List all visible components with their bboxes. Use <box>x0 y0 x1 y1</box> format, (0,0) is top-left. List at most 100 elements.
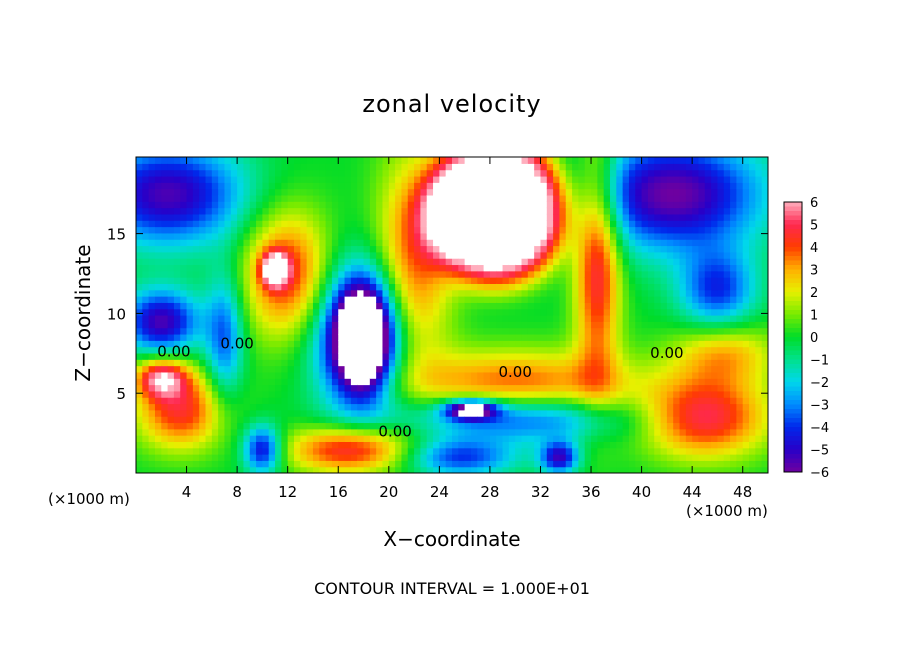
field-cell <box>420 258 428 266</box>
field-cell <box>445 302 453 310</box>
field-cell <box>281 245 289 253</box>
field-cell <box>268 175 276 183</box>
field-cell <box>142 270 150 278</box>
field-cell <box>616 390 624 398</box>
field-cell <box>698 245 706 253</box>
field-cell <box>534 435 542 442</box>
field-cell <box>319 258 327 266</box>
field-cell <box>300 308 308 316</box>
field-cell <box>338 308 346 316</box>
field-cell <box>559 460 567 468</box>
field-cell <box>281 384 289 392</box>
field-cell <box>616 384 624 392</box>
field-cell <box>294 175 301 183</box>
field-cell <box>546 346 554 354</box>
field-cell <box>458 403 466 411</box>
field-cell <box>704 251 712 259</box>
field-cell <box>483 321 491 329</box>
field-cell <box>464 466 472 473</box>
field-cell <box>382 359 390 367</box>
field-cell <box>319 232 327 240</box>
field-cell <box>154 157 162 164</box>
field-cell <box>736 403 744 411</box>
field-cell <box>331 201 339 209</box>
field-cell <box>281 327 289 335</box>
field-cell <box>300 466 308 473</box>
field-cell <box>395 258 403 266</box>
field-cell <box>628 308 636 316</box>
field-cell <box>369 296 377 303</box>
field-cell <box>578 296 586 303</box>
field-cell <box>414 188 421 196</box>
field-cell <box>294 422 301 430</box>
field-cell <box>578 340 586 348</box>
field-cell <box>698 296 706 303</box>
field-cell <box>173 340 181 348</box>
field-cell <box>357 239 365 247</box>
field-cell <box>173 201 181 209</box>
field-cell <box>331 226 339 234</box>
field-cell <box>730 289 737 297</box>
field-cell <box>660 302 668 310</box>
field-cell <box>673 428 681 436</box>
field-cell <box>534 201 542 209</box>
field-cell <box>559 352 567 360</box>
field-cell <box>464 232 472 240</box>
field-cell <box>395 397 403 405</box>
field-cell <box>603 466 611 473</box>
field-cell <box>319 296 327 303</box>
field-cell <box>578 239 586 247</box>
field-cell <box>445 220 453 228</box>
field-cell <box>167 264 175 272</box>
field-cell <box>420 333 428 341</box>
field-cell <box>319 359 327 367</box>
field-cell <box>723 201 731 209</box>
field-cell <box>489 207 497 215</box>
field-cell <box>515 428 523 436</box>
field-cell <box>414 378 421 386</box>
field-cell <box>654 289 662 297</box>
field-cell <box>755 251 763 259</box>
field-cell <box>382 194 390 202</box>
field-cell <box>243 397 251 405</box>
field-cell <box>281 157 289 164</box>
field-cell <box>521 194 529 202</box>
field-cell <box>704 169 712 177</box>
field-cell <box>211 188 219 196</box>
field-cell <box>704 403 712 411</box>
field-cell <box>363 296 371 303</box>
field-cell <box>186 169 194 177</box>
field-cell <box>464 220 472 228</box>
field-cell <box>597 239 605 247</box>
field-cell <box>161 182 169 190</box>
field-cell <box>452 201 459 209</box>
field-cell <box>154 327 162 335</box>
field-cell <box>616 188 624 196</box>
field-cell <box>666 283 674 291</box>
field-cell <box>331 277 339 284</box>
field-cell <box>641 207 649 215</box>
field-cell <box>154 409 162 417</box>
field-cell <box>154 201 162 209</box>
field-cell <box>401 175 409 183</box>
field-cell <box>199 213 207 221</box>
field-cell <box>237 359 245 367</box>
field-cell <box>635 182 643 190</box>
field-cell <box>338 213 346 221</box>
field-cell <box>376 454 384 461</box>
field-cell <box>294 397 301 405</box>
field-cell <box>761 390 768 398</box>
field-cell <box>508 435 516 442</box>
field-cell <box>192 340 200 348</box>
field-cell <box>496 175 504 183</box>
field-cell <box>641 428 649 436</box>
field-cell <box>376 308 384 316</box>
field-cell <box>281 321 289 329</box>
field-cell <box>199 308 207 316</box>
field-cell <box>180 333 188 341</box>
field-cell <box>161 321 169 329</box>
field-cell <box>489 371 497 379</box>
field-cell <box>704 226 712 234</box>
field-cell <box>136 321 143 329</box>
field-cell <box>565 157 573 164</box>
